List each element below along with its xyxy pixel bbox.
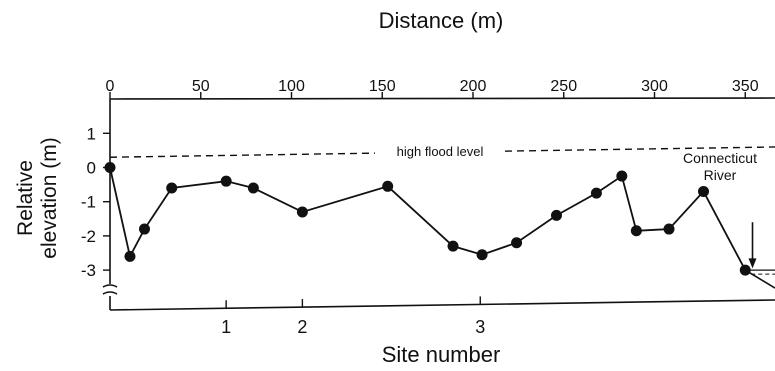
- y-tick-label: -1: [81, 193, 96, 212]
- flood-level-group: high flood level: [109, 144, 775, 159]
- bottom-axis-title: Site number: [382, 342, 501, 367]
- bottom-tick-label: 3: [475, 317, 485, 337]
- top-tick-label: 50: [192, 78, 210, 95]
- flood-level-label: high flood level: [397, 144, 484, 159]
- annotation-text-line: Connecticut: [683, 150, 757, 166]
- y-axis-title-line-2: elevation (m): [38, 137, 61, 258]
- y-tick-label: 0: [87, 159, 96, 178]
- top-axis-ticks: 0 50 100 150 200 250 300 350: [106, 78, 759, 99]
- y-axis-ticks: 1 0 -1 -2 -3: [81, 124, 110, 280]
- data-point: [511, 237, 523, 249]
- series-line: [109, 167, 747, 271]
- y-tick-label: 1: [87, 124, 96, 143]
- river-bank-line: [744, 269, 775, 289]
- top-tick-label: 0: [106, 78, 115, 95]
- y-axis-title-line-1: Relative: [14, 160, 37, 236]
- data-point: [550, 209, 562, 221]
- bottom-tick-label: 2: [297, 317, 307, 337]
- data-point: [247, 182, 259, 194]
- top-axis-title: Distance (m): [379, 8, 504, 33]
- top-tick-label: 350: [732, 78, 759, 95]
- top-tick-label: 150: [369, 78, 396, 95]
- axis-break-mark-upper: [102, 284, 118, 288]
- data-point: [124, 250, 136, 262]
- data-point: [616, 170, 628, 182]
- y-tick-label: -3: [81, 261, 96, 280]
- flood-level-line-right: [504, 146, 775, 152]
- y-tick-label: -2: [81, 227, 96, 246]
- data-point: [590, 187, 602, 199]
- data-point: [220, 175, 232, 187]
- top-tick-label: 200: [460, 78, 487, 95]
- data-point: [382, 180, 394, 192]
- axis-break-mark-lower: [102, 291, 118, 295]
- data-point: [630, 225, 642, 237]
- data-point: [698, 185, 710, 197]
- data-point: [296, 206, 308, 218]
- bottom-axis-ticks: 1 2 3: [221, 296, 485, 337]
- axes-group: [102, 97, 775, 311]
- flood-level-line-left: [109, 152, 376, 158]
- bottom-axis-line: [109, 299, 775, 311]
- data-point: [138, 223, 150, 235]
- data-point: [166, 182, 178, 194]
- top-tick-label: 300: [641, 78, 668, 95]
- data-point: [476, 249, 488, 261]
- annotation-text-line: River: [704, 167, 737, 183]
- annotation-arrow-head: [748, 258, 757, 269]
- top-tick-label: 250: [550, 78, 577, 95]
- data-point: [447, 240, 459, 252]
- bottom-tick-label: 1: [221, 317, 231, 337]
- data-point: [663, 223, 675, 235]
- data-point: [104, 162, 116, 173]
- series-group: [104, 162, 751, 276]
- top-tick-label: 100: [278, 78, 305, 95]
- top-axis-line: [109, 97, 775, 100]
